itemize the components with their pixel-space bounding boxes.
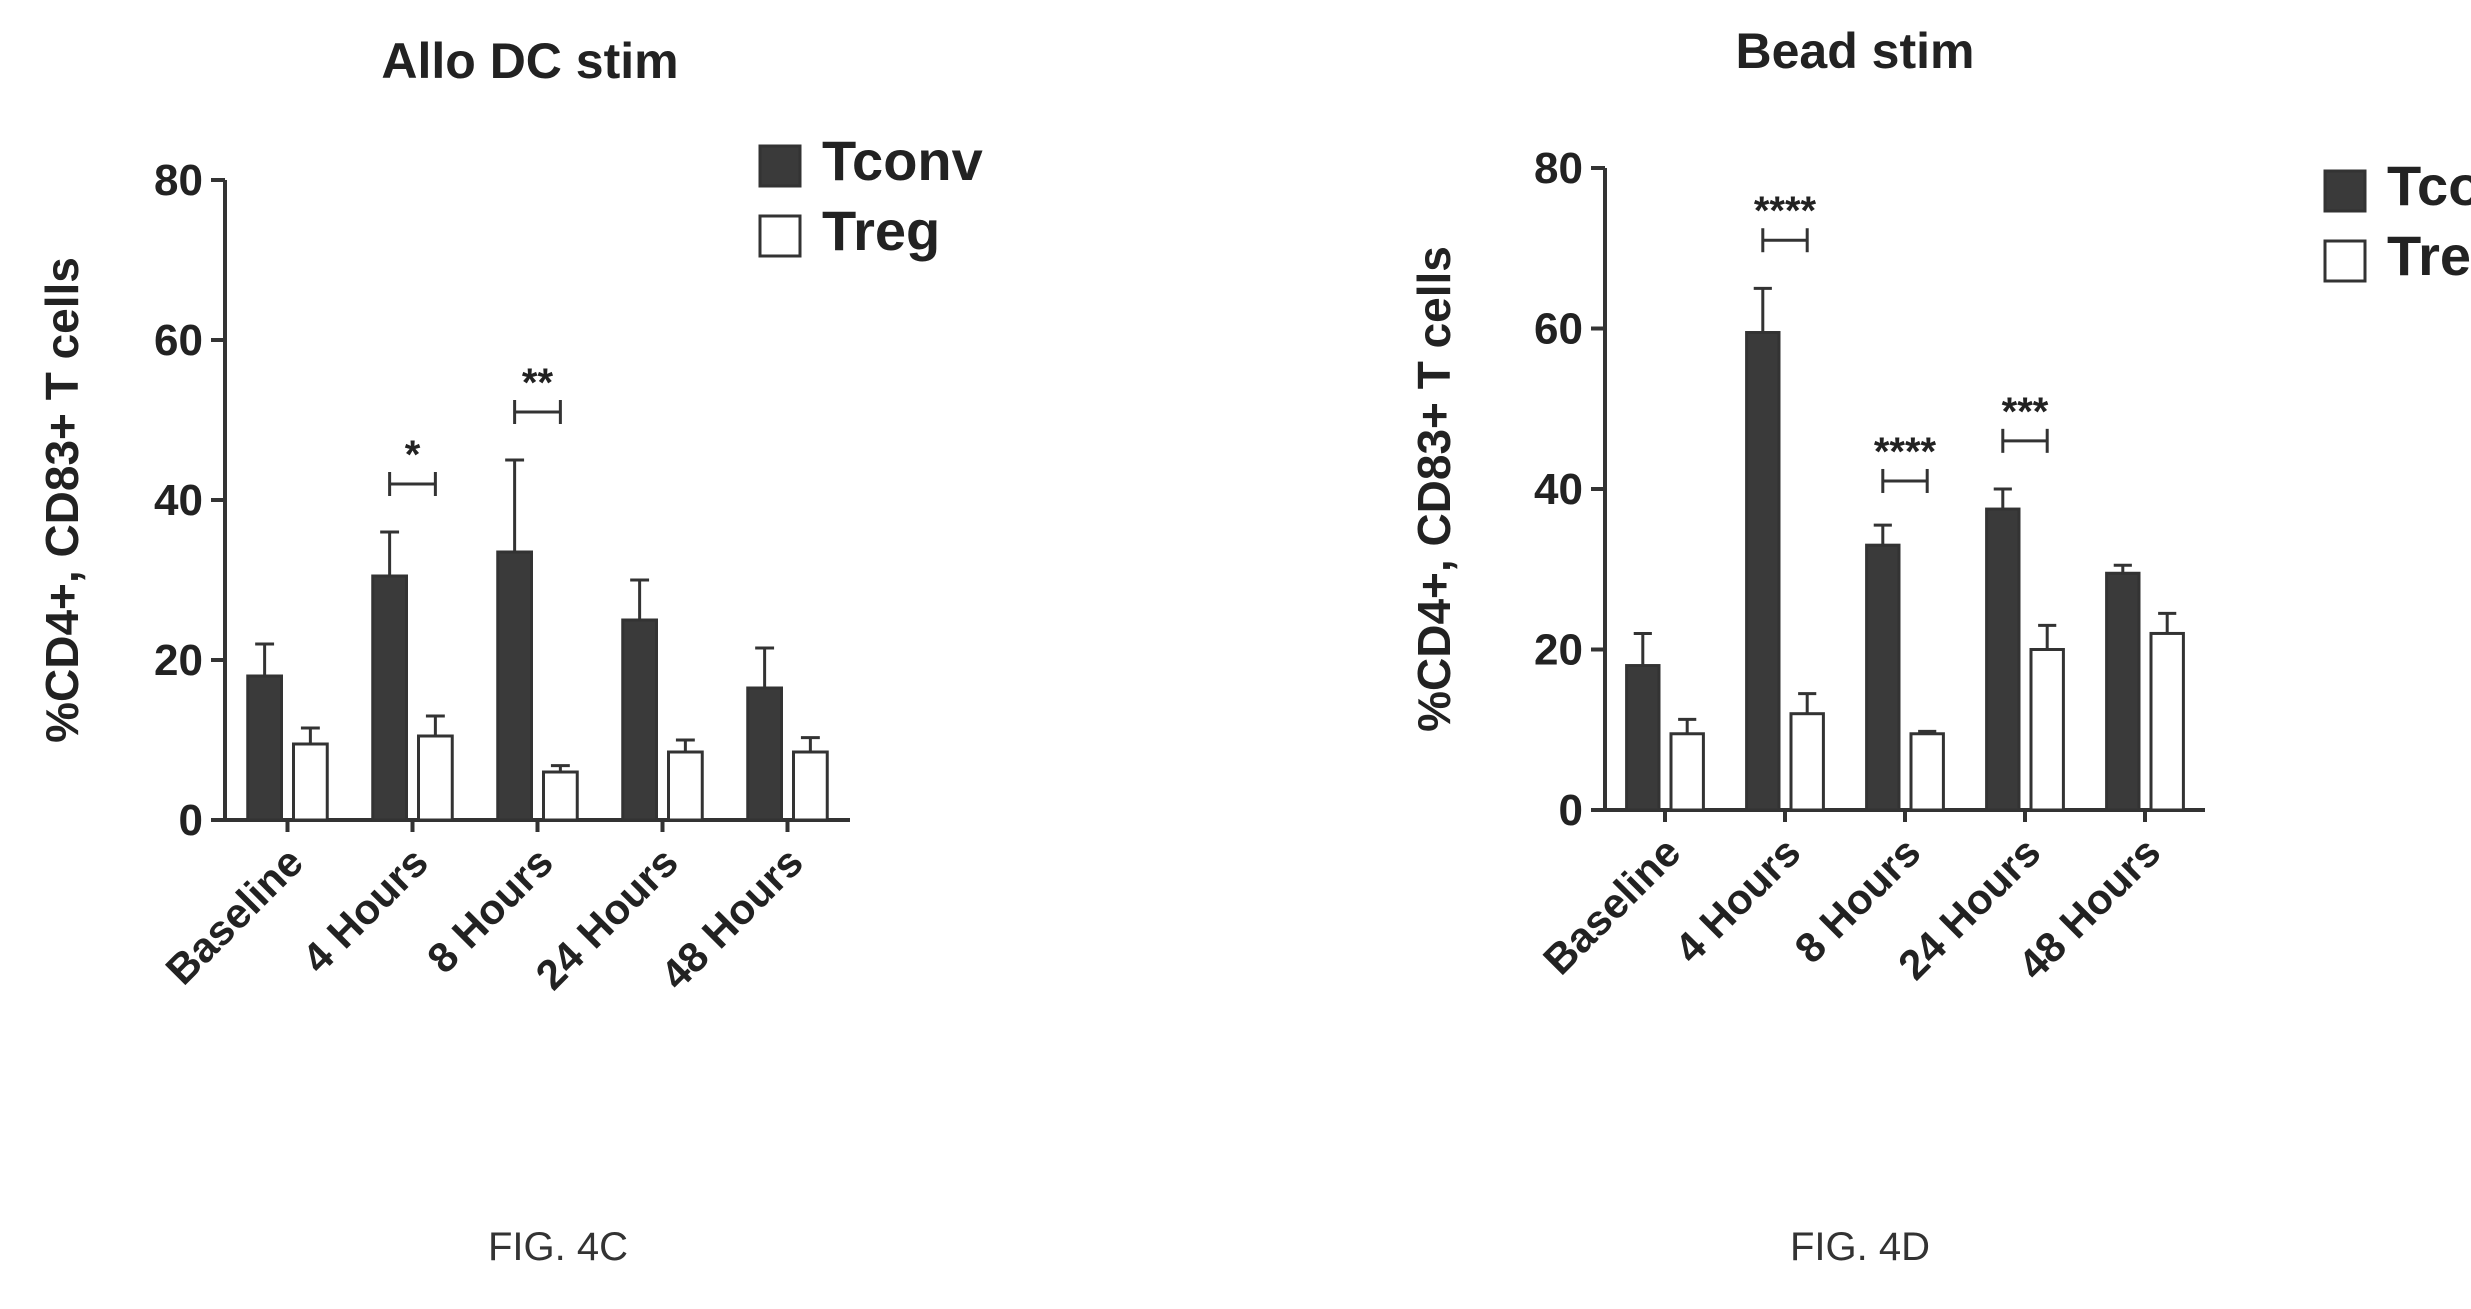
bar-tconv-24-hours <box>1985 507 2021 812</box>
bar-tconv-4-hours <box>371 574 408 822</box>
legend-swatch-treg <box>2323 239 2367 283</box>
legend-swatch-treg <box>758 214 802 258</box>
panel-fig-4d: Bead stim %CD4+, CD83+ T cells 0 20 40 60 80 Ba… <box>1235 0 2471 1304</box>
y-axis-label: %CD4+, CD83+ T cells <box>1408 246 1460 732</box>
bar-tconv-48-hours <box>746 686 783 822</box>
panel-fig-4c: Allo DC stim %CD4+, CD83+ T cells 0 20 40 60 8… <box>0 0 1235 1304</box>
legend-label-treg: Treg <box>2387 224 2471 287</box>
significance-label: **** <box>1754 189 1817 233</box>
significance-label: ** <box>522 361 554 405</box>
figure-label-4c: FIG. 4C <box>487 1225 629 1269</box>
y-tick-label: 80 <box>154 156 203 205</box>
x-tick-label-baseline: Baseline <box>1534 828 1689 983</box>
bar-treg-48-hours <box>792 750 829 822</box>
chart-title: Allo DC stim <box>381 33 678 89</box>
significance-label: * <box>405 433 421 477</box>
bar-tconv-baseline <box>1625 664 1661 812</box>
bar-treg-48-hours <box>2149 631 2185 812</box>
significance-label: *** <box>2002 390 2049 434</box>
bar-tconv-24-hours <box>621 618 658 822</box>
y-tick-label: 80 <box>1534 144 1583 193</box>
bar-treg-baseline <box>1669 732 1705 812</box>
legend-label-tconv: Tconv <box>822 129 983 192</box>
x-tick-label-baseline: Baseline <box>156 838 311 993</box>
chart-bead-stim: Bead stim %CD4+, CD83+ T cells 0 20 40 60 80 Ba… <box>1408 23 2471 988</box>
bar-treg-24-hours <box>667 750 704 822</box>
figure-label-4d: FIG. 4D <box>1789 1225 1931 1269</box>
legend-label-tconv: Tconv <box>2387 154 2471 217</box>
legend-label-treg: Treg <box>822 199 940 262</box>
y-tick-label: 60 <box>1534 305 1583 354</box>
y-tick-label: 40 <box>1534 465 1583 514</box>
y-tick-label: 20 <box>154 636 203 685</box>
bar-tconv-baseline <box>246 674 283 822</box>
bar-tconv-4-hours <box>1745 331 1781 812</box>
x-tick-label-4-hours: 4 Hours <box>293 838 437 982</box>
bar-tconv-8-hours <box>1865 543 1901 812</box>
y-tick-label: 20 <box>1534 626 1583 675</box>
y-tick-label: 40 <box>154 476 203 525</box>
legend-swatch-tconv <box>758 144 802 188</box>
bar-treg-8-hours <box>542 770 579 822</box>
chart-allo-dc-stim: Allo DC stim %CD4+, CD83+ T cells 0 20 40 60 8… <box>36 33 983 998</box>
x-tick-label-4-hours: 4 Hours <box>1666 828 1810 972</box>
y-tick-label: 0 <box>179 796 203 845</box>
legend-swatch-tconv <box>2323 169 2367 213</box>
bar-treg-4-hours <box>1789 712 1825 812</box>
bar-tconv-8-hours <box>496 550 533 822</box>
y-tick-label: 60 <box>154 316 203 365</box>
bar-tconv-48-hours <box>2105 571 2141 812</box>
chart-title: Bead stim <box>1736 23 1975 79</box>
significance-label: **** <box>1874 430 1937 474</box>
y-axis-label: %CD4+, CD83+ T cells <box>36 257 88 743</box>
bar-treg-8-hours <box>1909 732 1945 812</box>
y-tick-label: 0 <box>1559 786 1583 835</box>
bar-treg-baseline <box>292 742 329 822</box>
bar-treg-4-hours <box>417 734 454 822</box>
bar-treg-24-hours <box>2029 648 2065 812</box>
